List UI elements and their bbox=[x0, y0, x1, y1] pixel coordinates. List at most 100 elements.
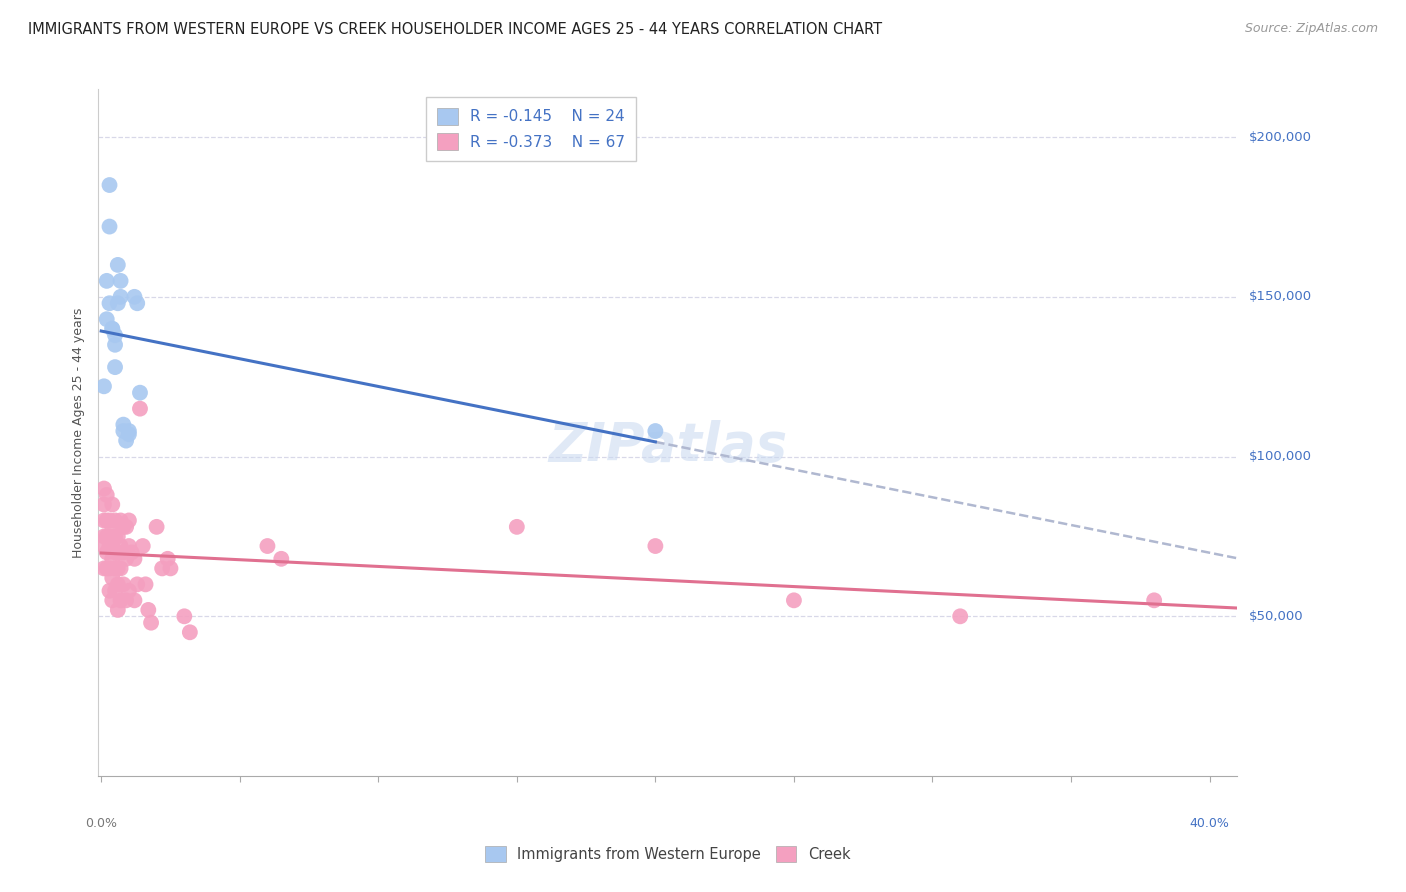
Point bbox=[96, 513, 118, 527]
Point bbox=[107, 258, 129, 272]
Point bbox=[104, 338, 127, 352]
Point bbox=[98, 539, 121, 553]
Point bbox=[118, 513, 141, 527]
Point bbox=[96, 545, 118, 559]
Point bbox=[93, 529, 115, 543]
Point bbox=[101, 551, 124, 566]
Point bbox=[110, 513, 132, 527]
Text: $50,000: $50,000 bbox=[1249, 610, 1303, 623]
Point bbox=[112, 424, 135, 438]
Legend: Immigrants from Western Europe, Creek: Immigrants from Western Europe, Creek bbox=[478, 838, 858, 870]
Point bbox=[96, 488, 118, 502]
Point bbox=[104, 545, 127, 559]
Point bbox=[118, 424, 141, 438]
Text: 40.0%: 40.0% bbox=[1189, 817, 1229, 830]
Point bbox=[98, 296, 121, 310]
Point bbox=[98, 561, 121, 575]
Point bbox=[135, 577, 157, 591]
Point bbox=[96, 274, 118, 288]
Point bbox=[104, 561, 127, 575]
Text: ZIPatlas: ZIPatlas bbox=[548, 420, 787, 473]
Point bbox=[1143, 593, 1166, 607]
Point bbox=[118, 539, 141, 553]
Point bbox=[107, 529, 129, 543]
Point bbox=[256, 539, 278, 553]
Point bbox=[112, 520, 135, 534]
Point bbox=[644, 539, 666, 553]
Point bbox=[101, 593, 124, 607]
Point bbox=[98, 513, 121, 527]
Point bbox=[110, 290, 132, 304]
Point bbox=[115, 551, 138, 566]
Point bbox=[115, 434, 138, 448]
Point bbox=[107, 561, 129, 575]
Point bbox=[96, 529, 118, 543]
Point bbox=[107, 603, 129, 617]
Point bbox=[93, 561, 115, 575]
Point bbox=[104, 583, 127, 598]
Point bbox=[98, 219, 121, 234]
Text: $200,000: $200,000 bbox=[1249, 130, 1312, 144]
Point bbox=[93, 379, 115, 393]
Point bbox=[112, 417, 135, 432]
Point bbox=[93, 498, 115, 512]
Point bbox=[104, 529, 127, 543]
Point bbox=[98, 529, 121, 543]
Point bbox=[118, 583, 141, 598]
Point bbox=[93, 482, 115, 496]
Point bbox=[506, 520, 529, 534]
Y-axis label: Householder Income Ages 25 - 44 years: Householder Income Ages 25 - 44 years bbox=[72, 308, 84, 558]
Point bbox=[127, 577, 149, 591]
Point bbox=[110, 593, 132, 607]
Point bbox=[949, 609, 972, 624]
Text: $100,000: $100,000 bbox=[1249, 450, 1312, 463]
Point bbox=[107, 296, 129, 310]
Point bbox=[101, 520, 124, 534]
Point bbox=[115, 520, 138, 534]
Point bbox=[93, 513, 115, 527]
Point bbox=[179, 625, 201, 640]
Point bbox=[124, 593, 146, 607]
Point bbox=[270, 551, 292, 566]
Point bbox=[101, 322, 124, 336]
Point bbox=[101, 539, 124, 553]
Point bbox=[121, 545, 143, 559]
Point bbox=[101, 571, 124, 585]
Text: $150,000: $150,000 bbox=[1249, 291, 1312, 303]
Point bbox=[159, 561, 181, 575]
Point bbox=[107, 545, 129, 559]
Point bbox=[96, 561, 118, 575]
Point bbox=[118, 427, 141, 442]
Point bbox=[93, 539, 115, 553]
Point bbox=[173, 609, 195, 624]
Text: Source: ZipAtlas.com: Source: ZipAtlas.com bbox=[1244, 22, 1378, 36]
Point bbox=[129, 401, 152, 416]
Point bbox=[112, 577, 135, 591]
Point bbox=[129, 385, 152, 400]
Text: IMMIGRANTS FROM WESTERN EUROPE VS CREEK HOUSEHOLDER INCOME AGES 25 - 44 YEARS CO: IMMIGRANTS FROM WESTERN EUROPE VS CREEK … bbox=[28, 22, 882, 37]
Point bbox=[101, 498, 124, 512]
Point bbox=[98, 178, 121, 192]
Point bbox=[115, 593, 138, 607]
Point bbox=[150, 561, 173, 575]
Point bbox=[139, 615, 162, 630]
Point bbox=[110, 274, 132, 288]
Text: 0.0%: 0.0% bbox=[86, 817, 117, 830]
Point bbox=[132, 539, 155, 553]
Point bbox=[98, 583, 121, 598]
Point bbox=[96, 312, 118, 326]
Point bbox=[124, 290, 146, 304]
Point bbox=[101, 322, 124, 336]
Point bbox=[112, 545, 135, 559]
Point bbox=[110, 539, 132, 553]
Point bbox=[644, 424, 666, 438]
Point bbox=[136, 603, 159, 617]
Point bbox=[107, 577, 129, 591]
Point bbox=[110, 561, 132, 575]
Point bbox=[104, 513, 127, 527]
Point bbox=[145, 520, 167, 534]
Point bbox=[124, 551, 146, 566]
Point bbox=[104, 328, 127, 343]
Point bbox=[127, 296, 149, 310]
Point bbox=[783, 593, 806, 607]
